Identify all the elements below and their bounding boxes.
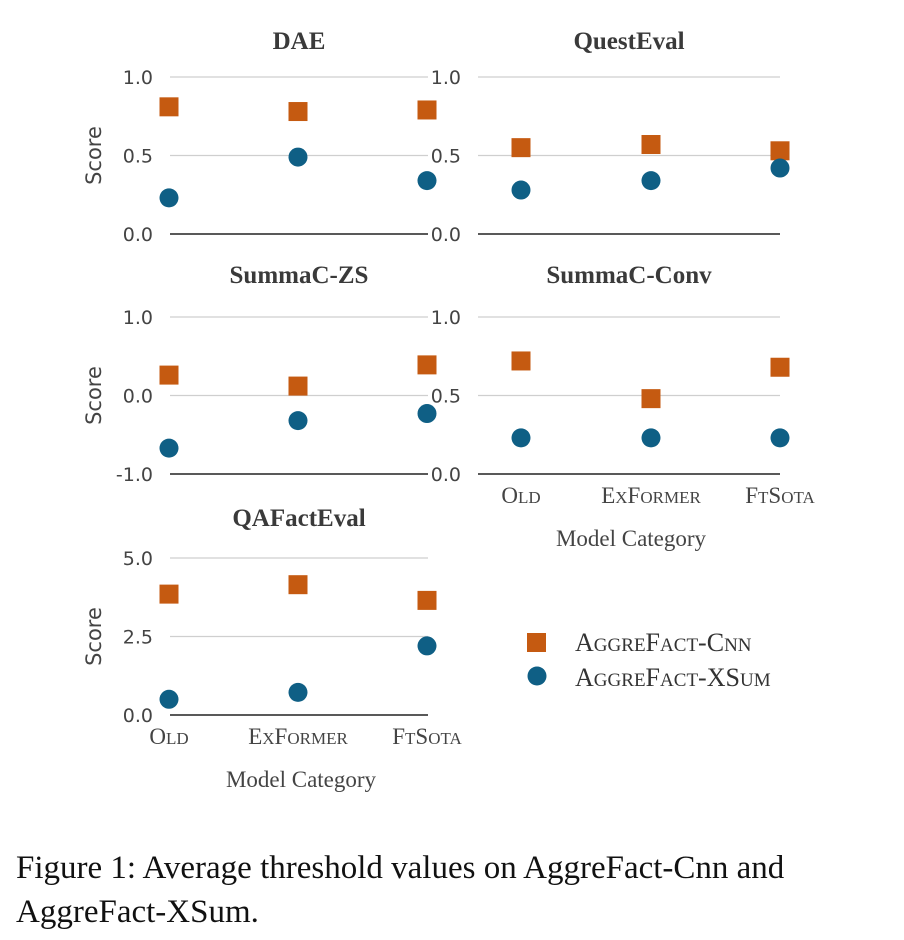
- x-tick-label: FTSOTA: [392, 724, 462, 749]
- cnn-point: [159, 365, 179, 385]
- panel-questeval: QuestEval 0.0 0.5 1.0: [431, 28, 790, 246]
- legend-xsum-marker: [527, 666, 547, 686]
- cnn-point: [159, 97, 179, 117]
- legend-cnn-marker: [527, 633, 546, 652]
- y-tick-label: 1.0: [431, 67, 461, 89]
- panel-summac-zs: SummaC-ZS -1.0 0.0 1.0 Score: [82, 262, 437, 486]
- y-axis-label: Score: [82, 607, 106, 666]
- legend: AGGREFACT-CNN AGGREFACT-XSUM: [527, 628, 771, 692]
- y-tick-label: 0.0: [123, 386, 153, 408]
- xsum-point: [288, 147, 308, 167]
- cnn-point: [417, 355, 437, 375]
- cnn-point: [159, 584, 179, 604]
- x-axis-label: Model Category: [556, 526, 707, 551]
- y-tick-label: 1.0: [123, 67, 153, 89]
- cnn-point: [511, 138, 531, 158]
- xsum-point: [288, 411, 308, 431]
- xsum-point: [511, 428, 531, 448]
- y-tick-label: 1.0: [123, 307, 153, 329]
- xsum-point: [770, 158, 790, 178]
- xsum-point: [417, 636, 437, 656]
- xsum-point: [159, 438, 179, 458]
- panel-title: QAFactEval: [232, 505, 365, 532]
- panel-title: SummaC-Conv: [546, 262, 712, 289]
- x-tick-label: EXFORMER: [601, 483, 701, 508]
- xsum-point: [159, 188, 179, 208]
- y-tick-label: 0.0: [431, 464, 461, 486]
- cnn-point: [511, 351, 531, 371]
- x-tick-label: OLD: [501, 483, 540, 508]
- panel-title: SummaC-ZS: [230, 262, 369, 289]
- cnn-point: [770, 357, 790, 377]
- panel-qafacteval: QAFactEval 0.0 2.5 5.0 Score OLD EXFORMER FTSOT…: [82, 505, 463, 792]
- x-tick-label: OLD: [149, 724, 188, 749]
- figure-caption: Figure 1: Average threshold values on Ag…: [16, 850, 785, 930]
- y-tick-label: 0.0: [123, 224, 153, 246]
- y-tick-label: 0.5: [431, 386, 461, 408]
- y-tick-label: 0.5: [123, 146, 153, 168]
- panel-title: QuestEval: [573, 28, 684, 55]
- y-tick-label: -1.0: [116, 464, 153, 486]
- y-tick-label: 0.0: [123, 705, 153, 727]
- cnn-point: [288, 376, 308, 396]
- y-tick-label: 0.0: [431, 224, 461, 246]
- xsum-point: [770, 428, 790, 448]
- y-axis-label: Score: [82, 366, 106, 425]
- y-tick-label: 2.5: [123, 627, 153, 649]
- x-axis-label: Model Category: [226, 767, 377, 792]
- cnn-point: [641, 389, 661, 409]
- xsum-point: [641, 171, 661, 191]
- y-tick-label: 0.5: [431, 146, 461, 168]
- cnn-point: [417, 590, 437, 610]
- cnn-point: [770, 141, 790, 161]
- x-tick-label: EXFORMER: [248, 724, 348, 749]
- legend-cnn-label: AGGREFACT-CNN: [575, 628, 752, 657]
- cnn-point: [288, 575, 308, 595]
- legend-xsum-label: AGGREFACT-XSUM: [575, 663, 771, 692]
- panel-dae: DAE 0.0 0.5 1.0 Score: [82, 28, 437, 246]
- cnn-point: [641, 135, 661, 155]
- xsum-point: [288, 682, 308, 702]
- y-axis-label: Score: [82, 126, 106, 185]
- y-tick-label: 5.0: [123, 548, 153, 570]
- xsum-point: [511, 180, 531, 200]
- x-tick-label: FTSOTA: [745, 483, 815, 508]
- xsum-point: [159, 689, 179, 709]
- xsum-point: [641, 428, 661, 448]
- xsum-point: [417, 171, 437, 191]
- cnn-point: [288, 102, 308, 122]
- panel-summac-conv: SummaC-Conv 0.0 0.5 1.0 OLD EXFORMER FTSOTA Mod…: [431, 262, 816, 551]
- xsum-point: [417, 404, 437, 424]
- y-tick-label: 1.0: [431, 307, 461, 329]
- cnn-point: [417, 100, 437, 120]
- panel-title: DAE: [273, 28, 326, 55]
